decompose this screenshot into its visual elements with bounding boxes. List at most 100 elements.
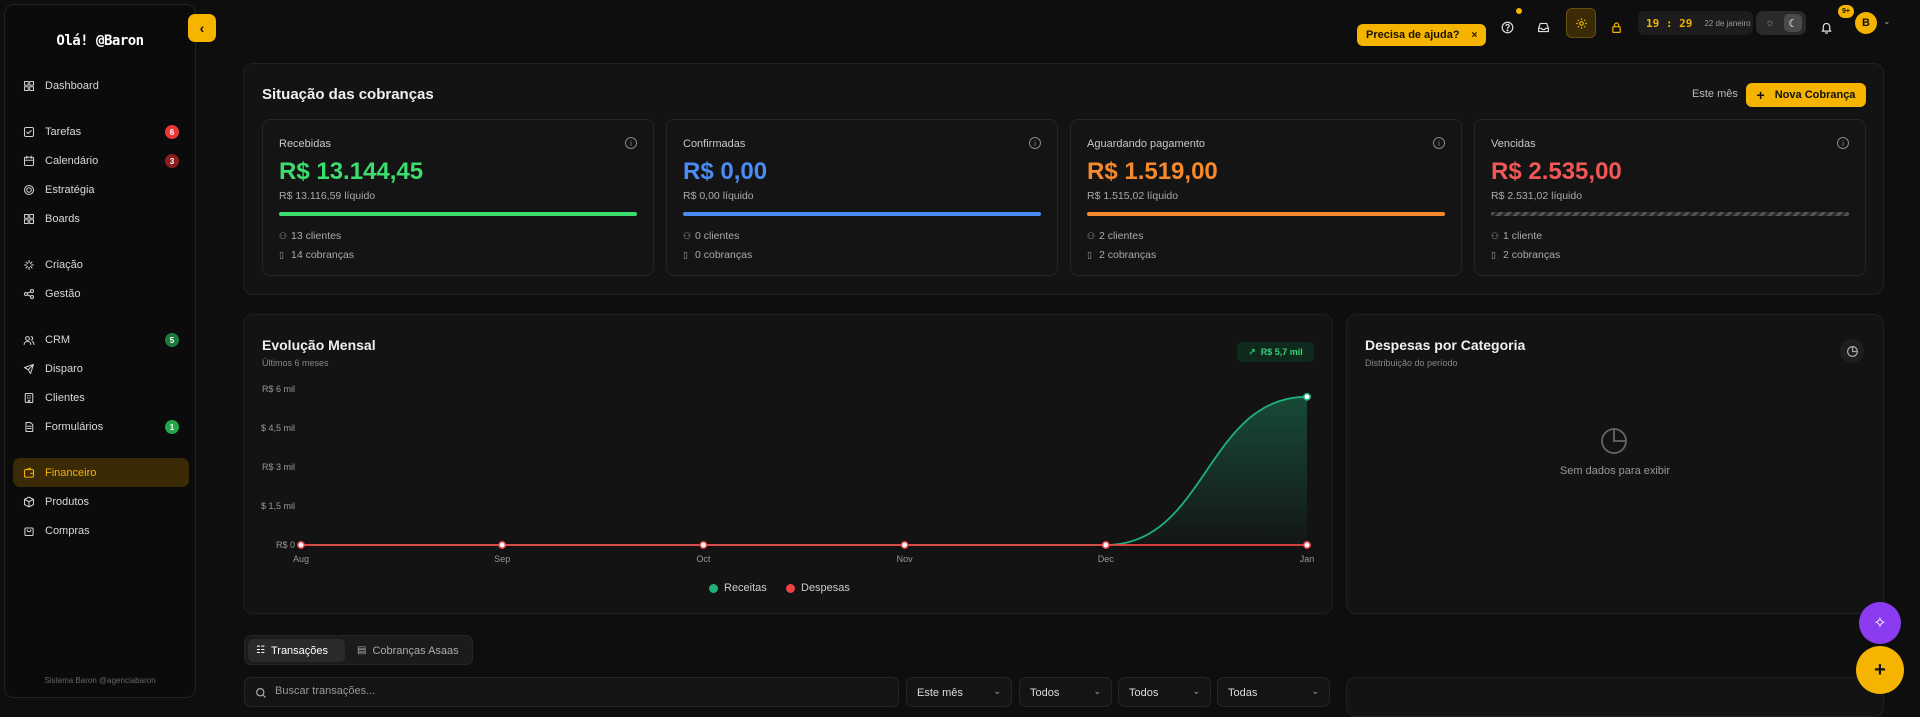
sidebar-item-formularios[interactable]: Formulários 1 (13, 412, 189, 441)
sidebar-item-label: Clientes (45, 391, 85, 404)
sidebar-item-crm[interactable]: CRM 5 (13, 325, 189, 354)
moon-icon[interactable]: ☾ (1784, 14, 1802, 32)
search-box[interactable] (244, 677, 899, 707)
x-tick-label: Oct (696, 554, 711, 564)
stat-value: R$ 13.144,45 (279, 158, 424, 185)
tab-transacoes-label: Transações (270, 644, 329, 657)
sidebar-item-label: Compras (45, 524, 90, 537)
lock-button[interactable] (1603, 14, 1629, 40)
sidebar: Olá! @Baron Dashboard Tarefas 6 Calendário 3… (4, 4, 196, 698)
legend-receitas-label: Receitas (724, 582, 767, 594)
receitas-point (1303, 392, 1311, 401)
sidebar-item-clientes[interactable]: Clientes (13, 383, 189, 412)
filter-status[interactable]: Todos ⌄ (1118, 677, 1211, 707)
collapse-sidebar-button[interactable]: ‹ (188, 14, 216, 42)
building-icon (23, 392, 35, 404)
x-tick-label: Sep (494, 554, 510, 564)
avatar[interactable]: B (1855, 12, 1877, 34)
despesas-point (699, 541, 708, 549)
sidebar-item-label: Produtos (45, 495, 90, 508)
nav-divider (13, 441, 189, 458)
stat-label: Confirmadas (683, 138, 746, 150)
y-tick-label: R$ 6 mil (262, 384, 295, 394)
despesas-title: Despesas por Categoria (1365, 337, 1526, 353)
stat-progress-bar (683, 212, 1041, 216)
legend-receitas[interactable]: Receitas (709, 582, 767, 594)
stat-net: R$ 0,00 líquido (683, 190, 754, 202)
sidebar-item-boards[interactable]: Boards (13, 204, 189, 233)
document-icon: ▯ (1087, 250, 1092, 260)
sidebar-item-tarefas[interactable]: Tarefas 6 (13, 117, 189, 146)
trending-up-icon: ↗ (1248, 346, 1256, 357)
notification-count-badge: 9+ (1838, 5, 1854, 18)
filter-category[interactable]: Todas ⌄ (1217, 677, 1330, 707)
sidebar-nav: Dashboard Tarefas 6 Calendário 3 Estratégia Bo… (13, 71, 189, 545)
stat-card[interactable]: Recebidas i R$ 13.144,45 R$ 13.116,59 líqui… (262, 119, 654, 276)
sidebar-item-financeiro[interactable]: Financeiro (13, 458, 189, 487)
form-icon (23, 421, 35, 433)
stat-label: Vencidas (1491, 138, 1536, 150)
search-input[interactable] (275, 685, 875, 697)
tab-cobrancas-asaas[interactable]: ▤ Cobranças Asaas (349, 639, 467, 662)
stat-card[interactable]: Aguardando pagamento i R$ 1.519,00 R$ 1.515… (1070, 119, 1462, 276)
sidebar-item-label: Calendário (45, 154, 99, 167)
dashboard-icon (23, 80, 35, 92)
sidebar-item-compras[interactable]: Compras (13, 516, 189, 545)
sidebar-item-produtos[interactable]: Produtos (13, 487, 189, 516)
stat-net: R$ 2.531,02 líquido (1491, 190, 1583, 202)
pie-chart-button[interactable] (1840, 339, 1864, 363)
users-icon: ⚇ (683, 231, 692, 241)
sidebar-item-label: CRM (45, 333, 71, 346)
sun-icon[interactable]: ☼ (1764, 17, 1776, 29)
sidebar-item-gestao[interactable]: Gestão (13, 279, 189, 308)
stat-net: R$ 13.116,59 líquido (279, 190, 376, 202)
info-icon[interactable]: i (1837, 137, 1849, 149)
evolucao-subtitle: Últimos 6 meses (262, 358, 329, 368)
close-icon[interactable]: × (1471, 29, 1478, 41)
info-icon[interactable]: i (1029, 137, 1041, 149)
sidebar-item-label: Tarefas (45, 125, 82, 138)
info-icon[interactable]: i (625, 137, 637, 149)
sidebar-item-calendario[interactable]: Calendário 3 (13, 146, 189, 175)
help-tooltip[interactable]: Precisa de ajuda? × (1357, 24, 1487, 46)
filter-type[interactable]: Todos ⌄ (1019, 677, 1112, 707)
trend-pill: ↗ R$ 5,7 mil (1237, 342, 1314, 362)
sidebar-item-label: Formulários (45, 420, 104, 433)
chevron-down-icon: ⌄ (993, 686, 1001, 696)
sidebar-item-estrategia[interactable]: Estratégia (13, 175, 189, 204)
chevron-down-icon[interactable]: ⌄ (1883, 16, 1891, 26)
stat-net: R$ 1.515,02 líquido (1087, 190, 1179, 202)
notifications-button[interactable] (1813, 14, 1839, 40)
tab-transacoes[interactable]: ☷ Transações (248, 639, 345, 662)
filter-status-value: Todos (1129, 687, 1159, 699)
help-button[interactable] (1494, 14, 1520, 40)
legend-despesas[interactable]: Despesas (786, 582, 850, 594)
stat-clients: 2 clientes (1099, 230, 1144, 242)
x-tick-label: Nov (897, 554, 914, 564)
empty-state-text: Sem dados para exibir (1559, 465, 1671, 477)
new-charge-label: Nova Cobrança (1774, 89, 1856, 101)
x-tick-label: Dec (1098, 554, 1115, 564)
document-icon: ▯ (279, 250, 284, 260)
quick-add-button[interactable]: + (1856, 646, 1904, 694)
stat-card[interactable]: Confirmadas i R$ 0,00 R$ 0,00 líquido ⚇ 0 cli… (666, 119, 1058, 276)
sidebar-item-criacao[interactable]: Criação (13, 250, 189, 279)
settings-button[interactable] (1566, 8, 1596, 38)
new-charge-button[interactable]: + Nova Cobrança (1746, 83, 1866, 107)
theme-toggle[interactable]: ☼ ☾ (1756, 11, 1806, 35)
info-icon[interactable]: i (1433, 137, 1445, 149)
plus-icon: + (1756, 87, 1765, 103)
sidebar-item-label: Criação (45, 258, 83, 271)
sidebar-item-dashboard[interactable]: Dashboard (13, 71, 189, 100)
chevron-left-icon: ‹ (199, 20, 205, 36)
sidebar-item-disparo[interactable]: Disparo (13, 354, 189, 383)
stat-clients: 0 clientes (695, 230, 740, 242)
ai-assistant-button[interactable]: ✧ (1859, 602, 1901, 644)
despesas-point (498, 541, 507, 549)
period-label[interactable]: Este mês (1692, 88, 1738, 100)
sidebar-footer: Sistema Baron @agenciabaron (44, 676, 156, 685)
stat-card[interactable]: Vencidas i R$ 2.535,00 R$ 2.531,02 líquido ⚇… (1474, 119, 1866, 276)
inbox-button[interactable] (1530, 14, 1556, 40)
filter-period[interactable]: Este mês ⌄ (906, 677, 1012, 707)
send-icon (23, 363, 35, 375)
